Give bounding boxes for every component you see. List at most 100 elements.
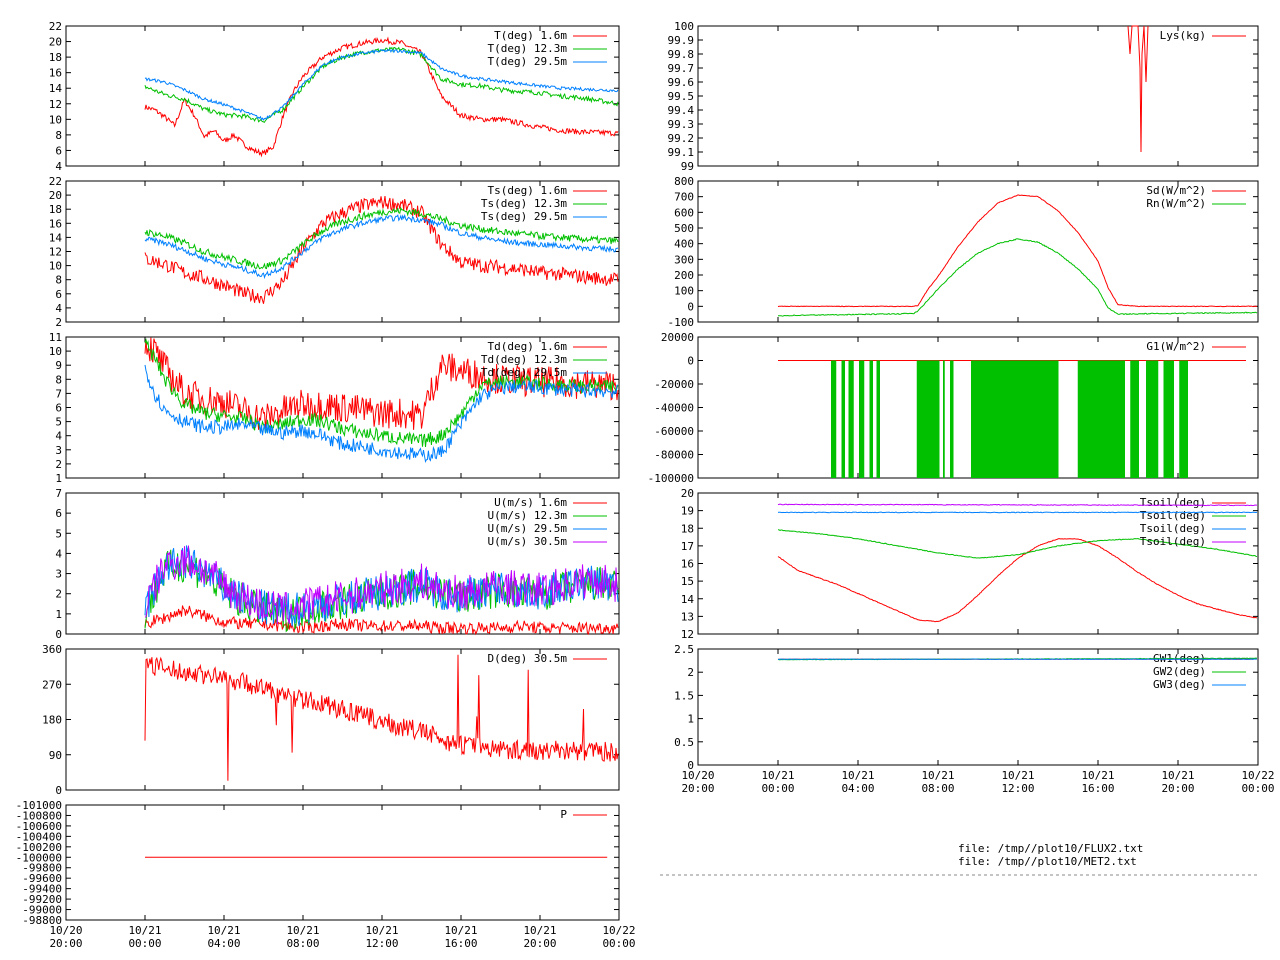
y-tick-label: 16 <box>681 558 694 571</box>
plot-frame <box>65 25 620 167</box>
series-soilflux-1-block <box>869 360 873 478</box>
series-tsonic-2 <box>144 213 619 280</box>
x-tick-label-time: 16:00 <box>1081 782 1114 795</box>
x-tick-label-time: 12:00 <box>365 937 398 950</box>
y-tick-label: 90 <box>49 749 62 762</box>
series-rad-1 <box>778 238 1258 317</box>
legend-label: Td(deg) 29.5m <box>481 366 567 379</box>
panel-rad: -100 0 100 200 300 400 500 600 700 800 Sd(W/m^2)Rn… <box>668 175 1259 329</box>
y-tick-label: 20 <box>49 36 62 49</box>
x-tick-label-time: 20:00 <box>1161 782 1194 795</box>
y-tick-label: 6 <box>55 402 62 415</box>
x-tick-label-date: 10/21 <box>841 769 874 782</box>
y-tick-label: 2 <box>55 316 62 329</box>
series-soiltemp-1 <box>777 529 1258 559</box>
plot-frame <box>697 25 1259 167</box>
series-lys-0 <box>1127 25 1149 153</box>
y-tick-label: -100200 <box>16 841 62 854</box>
legend-label: Td(deg) 1.6m <box>488 340 568 353</box>
y-tick-label: 2 <box>55 458 62 471</box>
series-soilflux-1-block <box>916 360 940 478</box>
y-tick-label: 6 <box>55 288 62 301</box>
y-tick-label: -100000 <box>648 472 694 485</box>
y-tick-label: 99 <box>681 160 694 173</box>
panel-lys: 9999.199.299.399.499.599.699.799.899.910… <box>668 20 1259 173</box>
series-soiltemp-3 <box>777 503 1257 507</box>
y-tick-label: 500 <box>674 222 694 235</box>
y-tick-label: 16 <box>49 67 62 80</box>
legend-label: T(deg) 1.6m <box>494 29 567 42</box>
y-tick-label: -99000 <box>22 904 62 917</box>
y-tick-label: 8 <box>55 373 62 386</box>
y-tick-label: 99.5 <box>668 90 695 103</box>
y-tick-label: 180 <box>42 714 62 727</box>
y-tick-label: 100 <box>674 285 694 298</box>
y-tick-label: 4 <box>55 430 62 443</box>
y-tick-label: -98800 <box>22 914 62 927</box>
legend-label: U(m/s) 30.5m <box>488 535 568 548</box>
y-tick-label: 2 <box>55 588 62 601</box>
series-soilflux-1-block <box>1077 360 1125 478</box>
series-soilflux-1-block <box>971 360 1059 478</box>
y-tick-label: 200 <box>674 269 694 282</box>
y-tick-label: -100800 <box>16 809 62 822</box>
series-soilflux-1-block <box>1146 360 1159 478</box>
x-tick-label-date: 10/21 <box>761 769 794 782</box>
y-tick-label: 99.3 <box>668 118 695 131</box>
y-tick-label: 9 <box>55 359 62 372</box>
plot-frame <box>697 180 1259 323</box>
y-tick-label: -100000 <box>16 851 62 864</box>
y-tick-label: 99.8 <box>668 48 695 61</box>
series-soilflux-1-block <box>841 360 845 478</box>
series-dir-0 <box>144 654 619 781</box>
panel-press: -101000-100800-100600-100400-100200-1000… <box>16 799 636 950</box>
x-tick-label-date: 10/21 <box>365 924 398 937</box>
x-tick-label-time: 12:00 <box>1001 782 1034 795</box>
plot-frame <box>65 492 620 635</box>
y-tick-label: 99.6 <box>668 76 695 89</box>
y-tick-label: 6 <box>55 507 62 520</box>
y-tick-label: 10 <box>49 113 62 126</box>
y-tick-label: 8 <box>55 274 62 287</box>
x-tick-label-date: 10/21 <box>1001 769 1034 782</box>
y-tick-label: 0 <box>55 784 62 797</box>
y-tick-label: 14 <box>681 593 695 606</box>
y-tick-label: 18 <box>49 203 62 216</box>
panel-gw: 00.511.522.5GW1(deg)GW2(deg)GW3(deg)10/2… <box>674 643 1274 795</box>
series-wind-0 <box>144 605 619 636</box>
y-tick-label: 1 <box>55 472 62 485</box>
y-tick-label: 15 <box>681 575 694 588</box>
plot-frame <box>697 648 1259 766</box>
y-tick-label: 12 <box>49 246 62 259</box>
series-soiltemp-2 <box>777 511 1258 514</box>
y-tick-label: -60000 <box>654 425 694 438</box>
y-tick-label: 100 <box>674 20 694 33</box>
legend-label: U(m/s) 29.5m <box>488 522 568 535</box>
legend-label: G1(W/m^2) <box>1146 340 1206 353</box>
x-tick-label-time: 16:00 <box>444 937 477 950</box>
x-tick-label-time: 00:00 <box>602 937 635 950</box>
x-tick-label-time: 08:00 <box>921 782 954 795</box>
x-tick-label-time: 20:00 <box>49 937 82 950</box>
y-tick-label: 800 <box>674 175 694 188</box>
footer-file-2: file: /tmp//plot10/MET2.txt <box>958 855 1137 868</box>
y-tick-label: 20 <box>681 487 694 500</box>
y-tick-label: 5 <box>55 416 62 429</box>
y-tick-label: 99.7 <box>668 62 695 75</box>
y-tick-label: -100400 <box>16 830 62 843</box>
x-tick-label-date: 10/21 <box>1081 769 1114 782</box>
y-tick-label: 0 <box>687 759 694 772</box>
legend-label: GW3(deg) <box>1153 678 1206 691</box>
x-tick-label-date: 10/21 <box>444 924 477 937</box>
x-tick-label-time: 00:00 <box>761 782 794 795</box>
y-tick-label: 18 <box>681 522 694 535</box>
x-tick-label-time: 04:00 <box>841 782 874 795</box>
y-tick-label: 16 <box>49 217 62 230</box>
y-tick-label: 0 <box>687 300 694 313</box>
series-soilflux-1-block <box>950 360 954 478</box>
y-tick-label: 0 <box>55 628 62 641</box>
series-dew-2 <box>144 364 619 464</box>
legend-label: U(m/s) 1.6m <box>494 496 567 509</box>
